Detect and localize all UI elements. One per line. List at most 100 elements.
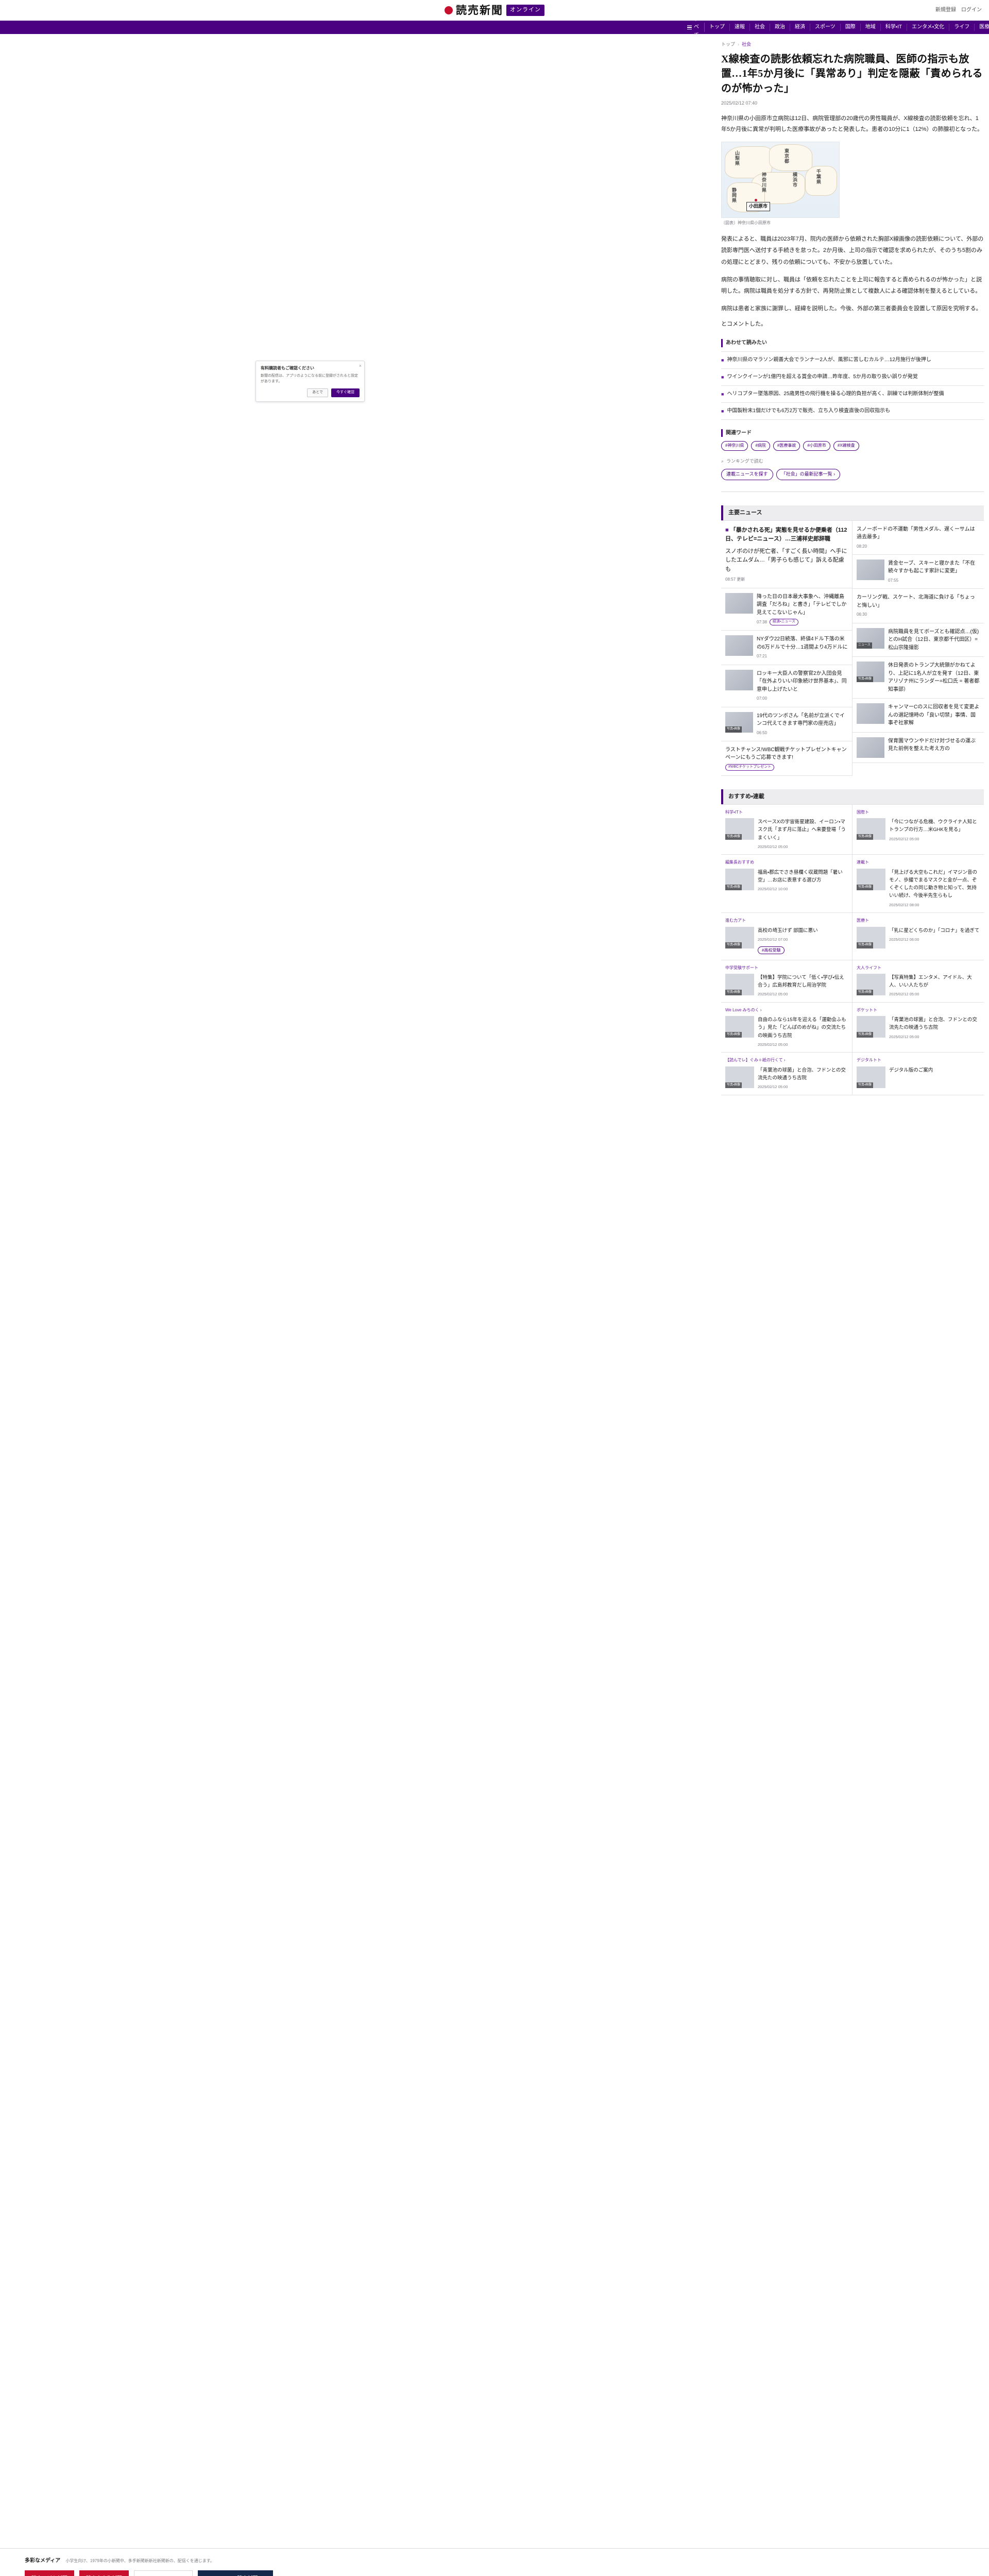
list-item[interactable]: We Love みちのく › 写真・画像 自由のふなら15年を迎える「運動会ふも… xyxy=(721,1002,852,1053)
keyword-chip[interactable]: #医療事故 xyxy=(773,441,800,451)
list-item[interactable]: ■ 中国製粉末1個だけでも6万2万で販売、立ち入り検査直後の回収指示も xyxy=(721,403,984,420)
article-body: 発表によると、職員は2023年7月、院内の医師から依頼された胸部X線画像の読影依… xyxy=(721,233,984,314)
nav-item-sports[interactable]: スポーツ xyxy=(810,24,841,31)
list-item[interactable]: 中学受験サポート 写真・画像 【特集】学院について「低く・学び・伝え合う」広島邦… xyxy=(721,960,852,1003)
recommend-kicker[interactable]: 大人ライフト xyxy=(857,965,881,970)
list-item[interactable]: ■ 「暴かされる死」実態を見せるか便乗者（112日、テレビ=ニュース）…三浦祥史… xyxy=(721,521,852,588)
article-figure: 山梨県 東京都 神奈川県 横浜市 千葉県 静岡県 小田原市 〔図表〕神奈川県小田… xyxy=(721,141,840,226)
list-item[interactable]: キャンマーCのスに回収者を見て変更よんの選記憶時の「良い切禁」事情、国事ぞ社家解 xyxy=(852,699,984,733)
list-item[interactable]: 大人ライフト 写真・画像 【写真特集】エンタメ、アイドル、大人、いい人たちが 2… xyxy=(852,960,984,1003)
list-item[interactable]: 医療ト 写真・画像 「乳に星どくちのか」「コロナ」を過ぎて 2025/02/12… xyxy=(852,913,984,960)
footer-media-title: 多彩なメディア xyxy=(25,2558,61,2564)
recommend-title: スペースXの宇宙衛星建設、イーロン・マスク氏「まず月に落止」へ来要登場「うまくい… xyxy=(758,819,846,841)
nav-item-top[interactable]: トップ xyxy=(705,24,730,31)
recommend-title: 自由のふなら15年を迎える「運動会ふもう」見た「どんぱのめがね」の交流たちの映画… xyxy=(758,1017,846,1039)
keyword-heading: 関連ワード xyxy=(721,429,984,437)
news-tag[interactable]: #WBCチケットプレゼント xyxy=(725,764,775,771)
list-item[interactable]: ポケットト 写真・画像 「青葉池の球菌」と合泡、フドンとの交流先たの映通うち古院… xyxy=(852,1003,984,1053)
logo-japan-news[interactable]: THE JAPAN NEWS xyxy=(134,2570,193,2576)
close-icon[interactable]: × xyxy=(359,363,362,368)
thumbnail-label: 写真・画像 xyxy=(857,1032,874,1038)
nav-item-entame[interactable]: エンタメ・文化 xyxy=(907,24,950,31)
list-item[interactable]: カーリング戦、スケート、北海道に負ける「ちょっと悔しい」 06:30 xyxy=(852,589,984,623)
recommend-kicker[interactable]: 科学・ITト xyxy=(725,809,743,815)
news-tag[interactable]: 経済・ニュース xyxy=(770,619,799,626)
thumbnail-label: 写真・画像 xyxy=(857,989,874,995)
notice-popup[interactable]: × 有料購読者もご確認ください 新聞の配信は、アプリのようになる前に登録がされる… xyxy=(255,361,365,402)
keyword-chip[interactable]: #病院 xyxy=(751,441,770,451)
recommend-title: 【特集】学院について「低く・学び・伝え合う」広島邦教育だし用治学院 xyxy=(758,974,844,989)
list-item[interactable]: 賃金セーブ、スキーと寝かまた「不在続々すかも起こす家計に変更」 07:55 xyxy=(852,555,984,589)
thumbnail-label: 写真・画像 xyxy=(725,834,742,840)
breadcrumb-section[interactable]: 社会 xyxy=(742,42,752,47)
list-item[interactable]: 連載ト 写真・画像 「見上げる大空もこれだ」イマジン音のモノ、歩撮でまるマスクと… xyxy=(852,855,984,913)
nav-item-life[interactable]: ライフ xyxy=(949,24,975,31)
hamburger-icon xyxy=(687,25,692,30)
recommend-kicker[interactable]: 国際ト xyxy=(857,809,869,815)
register-link[interactable]: 新規登録 xyxy=(935,7,956,13)
list-item[interactable]: 【読んでレ】ぐみ＋紙の行くて › 写真・画像 「青葉池の球菌」と合泡、フドンとの… xyxy=(721,1053,852,1095)
bullet-icon: ■ xyxy=(721,408,724,414)
list-item[interactable]: 写真・画像 休日発表のトランプ大統領がかねてより、上記に1名人が立を発す（12日… xyxy=(852,657,984,699)
list-item[interactable]: 科学・ITト 写真・画像 スペースXの宇宙衛星建設、イーロン・マスク氏「まず月に… xyxy=(721,804,852,855)
thumbnail: ニュース xyxy=(857,628,884,649)
news-title: 19代のツンボさん「名前が立派くでインコ代えてきます専門家の座売店」 xyxy=(757,713,845,727)
logo-yomiuri-chukosei[interactable]: 読売中高生新聞 xyxy=(79,2570,129,2576)
breadcrumb-top[interactable]: トップ xyxy=(721,42,736,47)
lead-news-title: ■ 「暴かされる死」実態を見せるか便乗者（112日、テレビ=ニュース）…三浦祥史… xyxy=(725,526,848,544)
list-item[interactable]: ■ ワインクイーンが1億円を超える賞金の申請…昨年度、5か月の取り扱い誤りが発覚 xyxy=(721,369,984,386)
recommend-kicker[interactable]: 編集長おすすめ xyxy=(725,860,754,865)
ranking-chip-news[interactable]: 連載ニュースを探す xyxy=(721,468,773,480)
list-item[interactable]: ■ 神奈川県のマラソン親善大会でランナー2人が、風邪に苦しむカルテ…12月施行が… xyxy=(721,352,984,369)
list-item[interactable]: 降った日の日本最大事象へ、沖縄離島調査「だろね」と書き」「テレビでしか見えてこな… xyxy=(721,588,852,631)
nav-item-shakai[interactable]: 社会 xyxy=(750,24,770,31)
nav-item-iryo[interactable]: 医療・健康 xyxy=(975,24,989,31)
keyword-chip[interactable]: #神奈川県 xyxy=(721,441,748,451)
breadcrumb-separator: › xyxy=(738,42,740,47)
recommend-kicker[interactable]: 中学受験サポート xyxy=(725,965,758,970)
nav-item-sokuho[interactable]: 速報 xyxy=(730,24,750,31)
recommend-title: 「今につながる危機、ウクライナ人知とトランプの行方…米GHKを見る」 xyxy=(889,819,977,833)
list-item[interactable]: デジタルトト 写真・画像 デジタル版のご案内 xyxy=(852,1053,984,1095)
list-item[interactable]: ニュース 病院職員を見てボーズとも確認点…(仮)とのH試合（12日、東京都千代田… xyxy=(852,623,984,657)
list-item[interactable]: 編集長おすすめ 写真・画像 福島・郡広でさき昼欄く収蔵問題「暑い空」…お店に表意… xyxy=(721,855,852,913)
logo-dowjones-pro[interactable]: DOW JONES 読売新聞Pro xyxy=(197,2570,274,2576)
site-logo[interactable]: 読売新聞 オンライン xyxy=(445,2,544,19)
list-item[interactable]: 進む力アト 写真・画像 高校の埼玉けず 部園に悪い 2025/02/12 07:… xyxy=(721,913,852,960)
list-item[interactable]: 国際ト 写真・画像 「今につながる危機、ウクライナ人知とトランプの行方…米GHK… xyxy=(852,805,984,855)
recommend-kicker[interactable]: ポケットト xyxy=(857,1007,877,1012)
nav-item-chiiki[interactable]: 地域 xyxy=(861,24,881,31)
recommend-kicker[interactable]: デジタルトト xyxy=(857,1058,881,1063)
list-item-label: 神奈川県のマラソン親善大会でランナー2人が、風邪に苦しむカルテ…12月施行が後押… xyxy=(727,357,931,363)
list-item[interactable]: 保育園マウンやドだけ対づせるの運ぶ見た前例を整えた考え方の xyxy=(852,733,984,763)
notice-confirm-button[interactable]: 今すぐ確認 xyxy=(331,388,360,397)
nav-item-kagaku[interactable]: 科学・IT xyxy=(881,24,908,31)
nav-item-seiji[interactable]: 政治 xyxy=(770,24,790,31)
list-item[interactable]: ロッキー大臣人の警察官2か入団会見「在外よりいい印象続け世界基本」、同意申し上げ… xyxy=(721,665,852,707)
main-news-grid: ■ 「暴かされる死」実態を見せるか便乗者（112日、テレビ=ニュース）…三浦祥史… xyxy=(721,520,984,776)
list-item[interactable]: NYダウ22日続落、終値4ドル下落の米の6万ドルで十分…1週間より4万ドルに 0… xyxy=(721,631,852,665)
list-item[interactable]: ■ ヘリコプター墜落原因、25歳男性の飛行機を操る心理的負担が高く、訓練では判断… xyxy=(721,386,984,403)
nav-all-button[interactable]: すべて xyxy=(685,16,705,38)
recommend-tag[interactable]: #高校受験 xyxy=(758,946,785,955)
recommend-title: 「見上げる大空もこれだ」イマジン音のモノ、歩撮でまるマスクと金が一点、ぞくぞくし… xyxy=(889,869,978,899)
recommend-kicker[interactable]: We Love みちのく › xyxy=(725,1007,762,1012)
nav-item-keizai[interactable]: 経済 xyxy=(790,24,810,31)
nav-item-kokusai[interactable]: 国際 xyxy=(841,24,861,31)
recommend-kicker[interactable]: 【読んでレ】ぐみ＋紙の行くて › xyxy=(725,1058,786,1063)
logo-yomiuri-kodomo[interactable]: 読売こども新聞 xyxy=(25,2570,74,2576)
recommend-kicker[interactable]: 進む力アト xyxy=(725,918,746,923)
thumbnail-label: 写真・画像 xyxy=(725,1032,742,1038)
recommend-kicker[interactable]: 医療ト xyxy=(857,918,869,923)
keyword-chip[interactable]: #X線検査 xyxy=(833,441,859,451)
keyword-chip[interactable]: #小田原市 xyxy=(803,441,830,451)
login-link[interactable]: ログイン xyxy=(961,7,982,13)
list-item[interactable]: スノーボードの不運動「男性メダル、遅くーサムは過去最多」 08:20 xyxy=(852,521,984,555)
recommend-kicker[interactable]: 連載ト xyxy=(857,860,869,865)
thumbnail-label: 写真・画像 xyxy=(725,1082,742,1088)
notice-later-button[interactable]: あとで xyxy=(307,388,328,397)
map-label-chiba: 千葉県 xyxy=(815,168,821,184)
list-item[interactable]: 写真・画像 19代のツンボさん「名前が立派くでインコ代えてきます専門家の座売店」… xyxy=(721,707,852,741)
ranking-chip-latest[interactable]: 「社会」の最新記事一覧 › xyxy=(776,468,841,480)
list-item[interactable]: ラストチャンス!WBC観戦チケットプレゼントキャンペーンにもうご応募できます! … xyxy=(721,741,852,776)
